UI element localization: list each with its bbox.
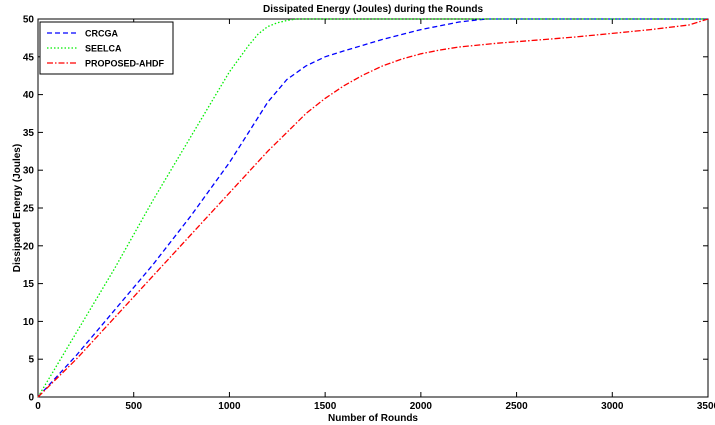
x-tick-label: 3000 [601,401,624,412]
y-tick-label: 20 [23,241,35,252]
x-tick-label: 0 [35,401,41,412]
y-tick-label: 40 [23,90,35,101]
x-tick-label: 1500 [314,401,337,412]
y-tick-label: 10 [23,317,35,328]
x-tick-label: 2500 [505,401,528,412]
y-tick-label: 30 [23,166,35,177]
x-tick-label: 1000 [218,401,241,412]
x-axis-label: Number of Rounds [328,413,418,424]
y-tick-label: 50 [23,15,35,26]
x-tick-label: 2000 [410,401,433,412]
y-tick-label: 45 [23,52,35,63]
series-line-proposed-ahdf [37,18,709,398]
y-tick-label: 15 [23,279,35,290]
legend-label-crcga: CRCGA [85,29,118,39]
legend: CRCGA SEELCA PROPOSED-AHDF [39,21,174,75]
y-tick-label: 0 [28,393,34,404]
plot-area [37,18,709,398]
y-tick-label: 25 [23,204,35,215]
series-line-seelca [37,18,708,398]
legend-label-proposed-ahdf: PROPOSED-AHDF [85,59,165,69]
y-tick-label: 5 [28,355,34,366]
x-tick-label: 500 [125,401,142,412]
y-axis-label: Dissipated Energy (Joules) [12,144,23,272]
series-line-crcga [37,18,708,398]
y-tick-label: 35 [23,128,35,139]
legend-label-seelca: SEELCA [85,44,122,54]
chart-title: Dissipated Energy (Joules) during the Ro… [263,4,483,15]
